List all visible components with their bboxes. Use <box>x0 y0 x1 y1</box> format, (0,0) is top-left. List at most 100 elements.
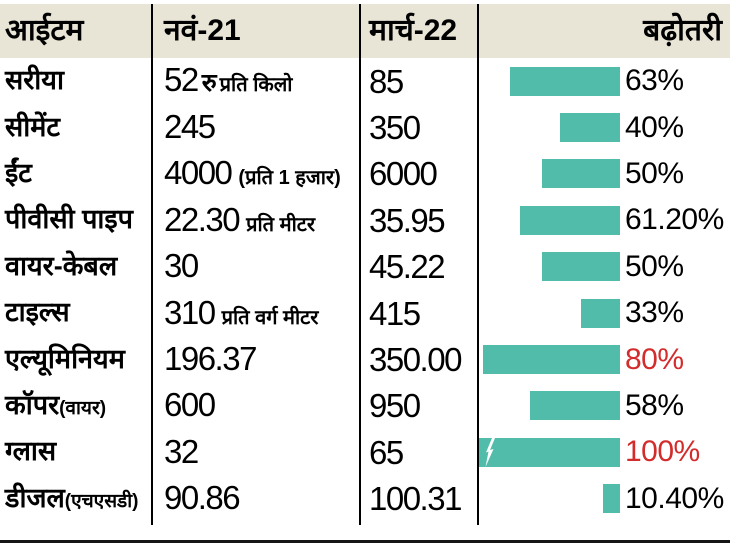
increase-percent: 10.40% <box>625 481 724 515</box>
mar22-cell: 350.00 <box>360 343 478 376</box>
nov21-unit: (प्रति 1 हजार) <box>238 167 341 190</box>
mar22-value: 350 <box>369 109 421 147</box>
item-name: पीवीसी पाइप <box>5 204 134 235</box>
increase-percent: 63% <box>625 64 684 98</box>
nov21-unit: प्रति किलो <box>219 74 293 97</box>
table-header: आईटम नवं-21 मार्च-22 बढ़ोतरी <box>0 4 730 58</box>
mar22-cell: 950 <box>360 389 478 422</box>
table-row: पीवीसी पाइप 22.30 प्रति मीटर 35.95 61.20% <box>0 197 730 243</box>
nov21-cell: 196.37 <box>152 342 360 377</box>
bar-area <box>478 484 620 514</box>
mar22-value: 35.95 <box>369 201 446 239</box>
increase-percent: 40% <box>625 110 684 144</box>
increase-bar <box>520 205 620 235</box>
bar-area <box>478 298 620 328</box>
increase-cell: 50% <box>478 156 730 190</box>
bar-area <box>478 66 620 96</box>
item-name: कॉपर <box>5 389 60 420</box>
nov21-cell: 90.86 <box>152 481 360 516</box>
increase-percent: 50% <box>625 249 684 283</box>
nov21-cell: 600 <box>152 388 360 423</box>
increase-percent: 50% <box>625 156 684 190</box>
table-row: टाइल्स 310 प्रति वर्ग मीटर 415 33% <box>0 290 730 336</box>
nov21-value: 32 <box>164 432 199 470</box>
table-row: वायर-केबल 30 45.22 50% <box>0 244 730 290</box>
table-row: सीमेंट 245 350 40% <box>0 104 730 150</box>
increase-bar <box>530 391 620 421</box>
mar22-value: 65 <box>369 433 404 471</box>
increase-cell: 100% <box>478 437 730 467</box>
table-row: ग्लास 32 65 100% <box>0 429 730 475</box>
mar22-value: 950 <box>369 387 421 425</box>
item-note: (एचएसडी) <box>64 490 139 512</box>
item-cell: पीवीसी पाइप <box>0 206 152 234</box>
increase-cell: 80% <box>478 342 730 376</box>
header-nov21: नवं-21 <box>164 14 241 47</box>
nov21-cell: 22.30 प्रति मीटर <box>152 203 360 238</box>
table-row: कॉपर(वायर) 600 950 58% <box>0 383 730 429</box>
nov21-value: 90.86 <box>164 479 241 517</box>
header-mar22: मार्च-22 <box>369 14 458 47</box>
nov21-cell: 30 <box>152 249 360 284</box>
mar22-cell: 415 <box>360 297 478 330</box>
table-row: एल्यूमिनियम 196.37 350.00 80% <box>0 336 730 382</box>
mar22-cell: 65 <box>360 436 478 469</box>
header-item: आईटम <box>5 14 84 47</box>
item-cell: ग्लास <box>0 438 152 466</box>
nov21-cell: 52 रु प्रति किलो <box>152 63 360 99</box>
item-name: टाइल्स <box>5 297 70 328</box>
increase-bar <box>542 252 620 282</box>
increase-percent: 80% <box>625 342 684 376</box>
increase-bar <box>478 437 620 467</box>
nov21-value: 310 <box>164 293 216 331</box>
mar22-value: 415 <box>369 294 421 332</box>
mar22-value: 100.31 <box>369 480 462 518</box>
nov21-value: 30 <box>164 247 199 285</box>
item-cell: वायर-केबल <box>0 252 152 281</box>
increase-percent: 33% <box>625 296 684 330</box>
nov21-cell: 245 <box>152 110 360 145</box>
increase-bar <box>510 66 620 96</box>
table-body: सरीया 52 रु प्रति किलो 85 63% सीमेंट 245 3… <box>0 58 730 522</box>
bottom-rule <box>0 540 730 543</box>
mar22-cell: 35.95 <box>360 204 478 237</box>
item-name: एल्यूमिनियम <box>5 343 125 374</box>
item-name: सरीया <box>5 65 64 96</box>
header-increase: बढ़ोतरी <box>643 14 722 47</box>
nov21-unit: प्रति मीटर <box>246 213 316 236</box>
mar22-value: 85 <box>369 62 404 100</box>
axis-break-icon <box>485 437 495 467</box>
bar-area <box>478 252 620 282</box>
increase-bar <box>560 113 620 143</box>
nov21-value: 22.30 <box>164 200 241 238</box>
increase-cell: 61.20% <box>478 205 730 235</box>
increase-percent: 58% <box>625 388 684 422</box>
item-cell: कॉपर(वायर) <box>0 389 152 420</box>
bar-area <box>478 391 620 421</box>
mar22-cell: 6000 <box>360 157 478 190</box>
column-divider-1 <box>151 4 153 525</box>
nov21-value: 4000 <box>164 154 233 192</box>
item-name: ग्लास <box>5 436 57 467</box>
increase-bar <box>581 298 620 328</box>
nov21-cell: 4000 (प्रति 1 हजार) <box>152 156 360 191</box>
mar22-cell: 100.31 <box>360 482 478 515</box>
column-divider-3 <box>477 4 479 525</box>
mar22-value: 350.00 <box>369 341 462 379</box>
increase-bar <box>603 484 620 514</box>
bar-area <box>478 345 620 375</box>
nov21-value: 52 <box>164 61 199 99</box>
table-row: डीजल(एचएसडी) 90.86 100.31 10.40% <box>0 476 730 522</box>
increase-cell: 50% <box>478 249 730 283</box>
increase-cell: 10.40% <box>478 481 730 515</box>
item-cell: ईंट <box>0 159 152 188</box>
item-note: (वायर) <box>59 397 107 419</box>
item-cell: डीजल(एचएसडी) <box>0 484 152 513</box>
mar22-value: 6000 <box>369 155 438 193</box>
nov21-value: 196.37 <box>164 340 257 378</box>
bar-area <box>478 437 620 467</box>
increase-cell: 33% <box>478 298 730 328</box>
item-cell: एल्यूमिनियम <box>0 343 152 374</box>
table-row: सरीया 52 रु प्रति किलो 85 63% <box>0 58 730 104</box>
